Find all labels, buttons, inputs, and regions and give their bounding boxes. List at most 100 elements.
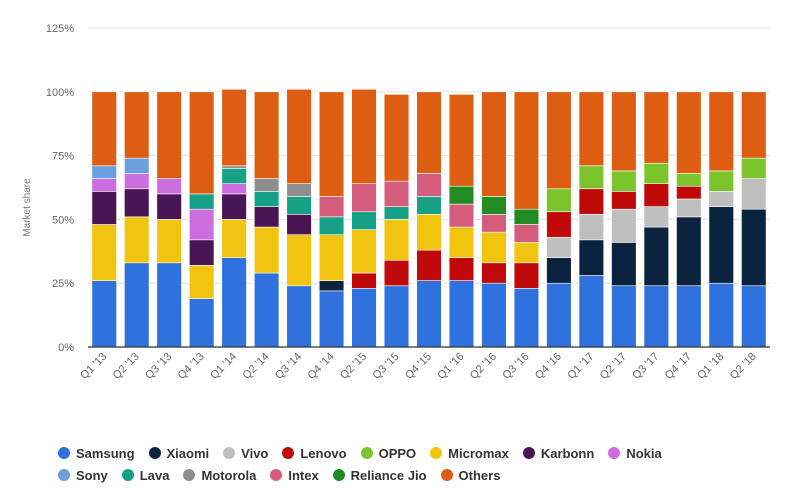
legend-label: Intex [288,467,319,483]
y-tick-label: 75% [52,151,74,163]
bar-segment-others [546,91,572,190]
bar-segment-vivo [708,191,734,207]
bar-segment-others [351,88,377,184]
legend-item-lava[interactable]: Lava [121,467,170,483]
bar-segment-others [578,91,605,167]
bar-segment-oppo [611,170,637,192]
bar-segment-intex [351,183,377,213]
legend-label: Reliance Jio [350,467,427,483]
x-tick-label: Q4 '15 [403,351,434,382]
x-tick-label: Q1 '16 [435,351,466,382]
legend-item-karbonn[interactable]: Karbonn [522,446,594,461]
bar-segment-samsung [481,282,507,348]
legend-item-xiaomi[interactable]: Xiaomi [148,445,210,461]
bar-segment-samsung [91,280,117,348]
bar-segment-micromax [253,226,280,274]
bar-segment-samsung [318,290,345,348]
legend-item-vivo[interactable]: Vivo [223,446,268,461]
bar-segment-others [481,91,507,197]
bar-segment-lava [416,196,442,215]
x-tick-label: Q2 '13 [111,351,142,382]
legend-label: OPPO [378,445,417,461]
bar-segment-others [91,91,117,167]
bar-segment-samsung [448,280,475,348]
legend-item-micromax[interactable]: Micromax [430,446,509,461]
legend-label: Vivo [241,445,269,461]
legend-marker-icon [522,447,535,459]
legend-marker-icon [360,447,373,459]
bar-segment-xiaomi [643,226,669,287]
bar-segment-xiaomi [708,206,734,284]
x-tick-label: Q3 '14 [273,351,304,382]
x-tick-label: Q3 '16 [500,351,531,382]
legend-label: Motorola [201,467,257,483]
y-axis-label: Market share [22,178,33,237]
bar-segment-oppo [741,157,767,179]
legend-item-motorola[interactable]: Motorola [183,468,256,483]
y-tick-label: 25% [52,278,74,290]
legend-item-sony[interactable]: Sony [58,468,108,483]
bar-segment-lenovo [513,262,540,289]
bar-segment-micromax [481,231,507,264]
bar-segment-nokia [221,183,247,195]
legend-item-reliance-jio[interactable]: Reliance Jio [332,467,427,483]
bar-segment-lava [189,193,215,210]
bar-segment-vivo [546,236,572,258]
bar-segment-micromax [416,213,442,251]
bar-segment-lenovo [643,183,669,207]
bar-segment-others [611,91,637,172]
bar-segment-micromax [221,219,247,258]
bar-segment-others [708,91,734,172]
legend-marker-icon [148,447,161,459]
bar-segment-samsung [189,298,215,348]
bar-segment-karbonn [156,193,182,220]
y-tick-label: 100% [46,87,74,99]
bar-segment-samsung [156,262,182,348]
legend-label: Samsung [76,445,135,461]
bar-segment-others [383,94,410,182]
bar-segment-oppo [676,173,702,187]
bar-segment-vivo [676,198,702,218]
legend-label: Xiaomi [166,445,210,461]
legend-marker-icon [282,447,295,459]
x-tick-label: Q4 '13 [176,351,207,382]
bar-segment-micromax [448,226,475,258]
legend-marker-icon [608,447,621,459]
bar-segment-samsung [611,285,637,348]
legend-marker-icon [121,469,134,481]
bar-segment-nokia [91,178,117,192]
bar-segment-motorola [253,178,280,192]
y-tick-label: 0% [58,342,74,354]
legend-label: Nokia [626,445,662,461]
bar-segment-motorola [286,183,312,197]
bar-segment-lenovo [383,259,410,287]
bar-segment-vivo [611,208,637,243]
bar-segment-micromax [351,229,377,274]
legend-item-others[interactable]: Others [440,468,500,483]
bar-segment-micromax [513,242,540,264]
bar-segment-others [448,94,475,187]
bar-segment-oppo [546,188,572,213]
legend-item-intex[interactable]: Intex [270,467,319,483]
x-tick-label: Q1 '17 [565,351,596,382]
legend-item-lenovo[interactable]: Lenovo [282,446,347,461]
legend-item-nokia[interactable]: Nokia [608,445,662,461]
bar-segment-samsung [124,262,150,348]
legend-marker-icon [332,469,345,481]
legend-label: Lava [139,467,170,483]
bar-segment-lenovo [676,185,702,200]
bar-segment-others [741,91,767,159]
chart-legend: Samsung Xiaomi Vivo Lenovo OPPO Micromax Karbo… [58,442,788,486]
bar-segment-intex [416,173,442,197]
bar-segment-lava [318,216,345,236]
bar-segment-sony [91,165,117,179]
bar-segment-reliance-jio [513,208,540,225]
y-tick-label: 125% [46,23,74,35]
bar-segment-karbonn [286,213,312,236]
legend-item-samsung[interactable]: Samsung [58,446,135,461]
x-tick-label: Q2 '17 [598,351,629,382]
bar-segment-samsung [416,280,442,348]
legend-item-oppo[interactable]: OPPO [360,445,417,461]
bar-segment-others [156,91,182,179]
bar-segment-karbonn [189,239,215,266]
